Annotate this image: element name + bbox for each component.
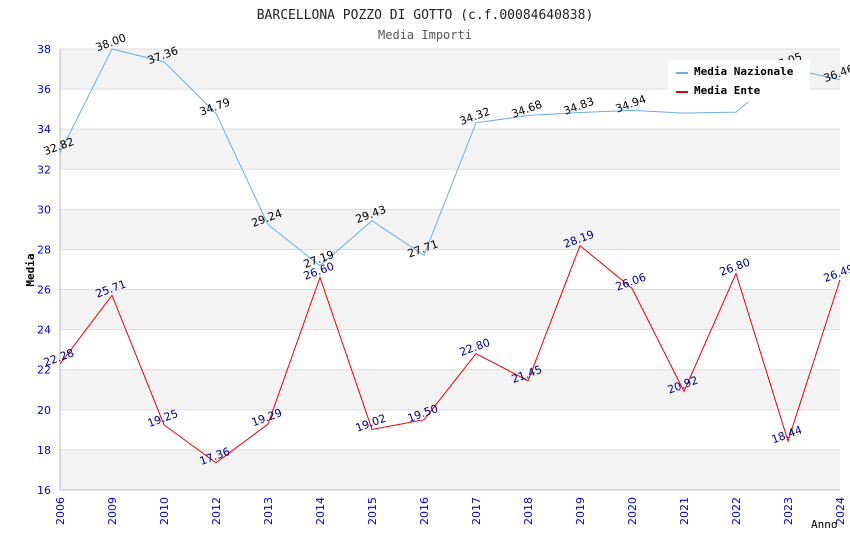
y-tick-label: 20 [37, 404, 51, 417]
x-tick-label: 2012 [210, 497, 223, 525]
y-tick-label: 36 [37, 83, 51, 96]
y-tick-label: 28 [37, 243, 51, 256]
data-label: 19.25 [146, 407, 180, 430]
x-tick-labels: 2006 2009 2010 2012 2013 2014 2015 2016 2017 2018… [54, 497, 847, 525]
legend-label-media-nazionale: Media Nazionale [694, 65, 794, 78]
y-tick-label: 16 [37, 484, 51, 497]
y-tick-label: 22 [37, 364, 51, 377]
x-tick-label: 2021 [678, 497, 691, 525]
grid-band [60, 449, 840, 490]
data-label: 18.44 [770, 423, 804, 446]
legend: Media Nazionale Media Ente [668, 60, 810, 102]
x-tick-label: 2006 [54, 497, 67, 525]
series-line-media-ente [59, 244, 841, 464]
y-tick-label: 34 [37, 123, 51, 136]
x-tick-label: 2023 [782, 497, 795, 525]
y-tick-label: 38 [37, 43, 51, 56]
y-tick-label: 32 [37, 163, 51, 176]
x-tick-label: 2010 [158, 497, 171, 525]
x-tick-label: 2019 [574, 497, 587, 525]
grid-band [60, 209, 840, 250]
grid-band [60, 129, 840, 170]
x-tick-label: 2013 [262, 497, 275, 525]
x-tick-label: 2009 [106, 497, 119, 525]
data-label: 34.68 [510, 98, 544, 121]
grid-band [60, 369, 840, 410]
x-tick-label: 2024 [834, 497, 847, 525]
legend-box [668, 60, 810, 102]
y-tick-label: 24 [37, 324, 51, 337]
data-label: 19.02 [354, 412, 388, 435]
data-label: 22.28 [42, 346, 76, 369]
series-line-media-nazionale [59, 48, 841, 267]
y-tick-label: 30 [37, 203, 51, 216]
y-tick-labels: 16 18 20 22 24 26 28 30 32 34 36 38 [37, 43, 51, 497]
x-tick-label: 2016 [418, 497, 431, 525]
legend-label-media-ente: Media Ente [694, 84, 761, 97]
axes [59, 49, 840, 491]
x-tick-label: 2018 [522, 497, 535, 525]
data-label: 34.79 [198, 96, 232, 119]
x-tick-label: 2022 [730, 497, 743, 525]
chart-subtitle: Media Importi [378, 28, 472, 42]
x-tick-label: 2015 [366, 497, 379, 525]
x-tick-label: 2020 [626, 497, 639, 525]
data-label: 34.83 [562, 95, 596, 118]
y-tick-label: 26 [37, 284, 51, 297]
data-label: 26.49 [822, 262, 850, 285]
grid-band [60, 289, 840, 330]
y-tick-label: 18 [37, 444, 51, 457]
x-axis-label: Anno [811, 518, 838, 531]
x-tick-label: 2017 [470, 497, 483, 525]
x-tick-label: 2014 [314, 497, 327, 525]
chart-title: BARCELLONA POZZO DI GOTTO (c.f.000846408… [257, 8, 594, 23]
y-axis-label: Media [24, 253, 37, 286]
data-label: 34.94 [614, 93, 648, 116]
series-lines [59, 48, 841, 464]
